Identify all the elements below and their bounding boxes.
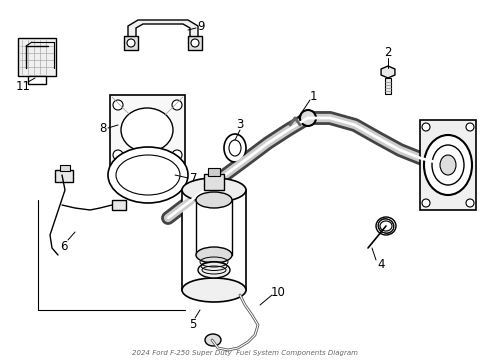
Bar: [55, 170, 73, 182]
Ellipse shape: [113, 100, 123, 110]
Ellipse shape: [127, 39, 135, 47]
Ellipse shape: [380, 221, 392, 231]
Bar: [18, 38, 56, 76]
Ellipse shape: [424, 135, 472, 195]
Ellipse shape: [376, 217, 396, 235]
Ellipse shape: [196, 192, 232, 208]
Text: 2024 Ford F-250 Super Duty  Fuel System Components Diagram: 2024 Ford F-250 Super Duty Fuel System C…: [132, 350, 358, 356]
Ellipse shape: [191, 39, 199, 47]
Bar: [204, 174, 224, 190]
Ellipse shape: [113, 150, 123, 160]
Polygon shape: [128, 20, 198, 46]
Ellipse shape: [121, 108, 173, 152]
Bar: [188, 36, 202, 50]
Ellipse shape: [422, 123, 430, 131]
Bar: [60, 165, 70, 171]
Bar: [208, 168, 220, 176]
Ellipse shape: [108, 147, 188, 203]
Ellipse shape: [198, 262, 230, 278]
Bar: [385, 78, 391, 94]
Bar: [110, 95, 185, 165]
Bar: [420, 120, 476, 210]
Polygon shape: [381, 66, 395, 78]
Ellipse shape: [466, 123, 474, 131]
Text: 1: 1: [309, 90, 317, 103]
Ellipse shape: [440, 155, 456, 175]
Ellipse shape: [229, 140, 241, 156]
Text: 10: 10: [270, 285, 286, 298]
Text: 6: 6: [60, 239, 68, 252]
Ellipse shape: [224, 134, 246, 162]
Bar: [196, 200, 232, 255]
Bar: [124, 36, 138, 50]
Text: 7: 7: [190, 171, 198, 185]
Bar: [182, 190, 246, 290]
Text: 8: 8: [99, 122, 107, 135]
Bar: [112, 200, 126, 210]
Ellipse shape: [172, 150, 182, 160]
Ellipse shape: [182, 278, 246, 302]
Text: 2: 2: [384, 45, 392, 59]
Ellipse shape: [172, 100, 182, 110]
Bar: [28, 76, 46, 84]
Text: 11: 11: [16, 80, 30, 93]
Text: 5: 5: [189, 318, 196, 330]
Ellipse shape: [422, 199, 430, 207]
Ellipse shape: [116, 155, 180, 195]
Ellipse shape: [466, 199, 474, 207]
Ellipse shape: [196, 247, 232, 263]
Ellipse shape: [182, 178, 246, 202]
Ellipse shape: [300, 110, 316, 126]
Ellipse shape: [205, 334, 221, 346]
Text: 3: 3: [236, 117, 244, 131]
Ellipse shape: [432, 145, 464, 185]
Text: 4: 4: [377, 258, 385, 271]
Text: 9: 9: [197, 19, 205, 32]
